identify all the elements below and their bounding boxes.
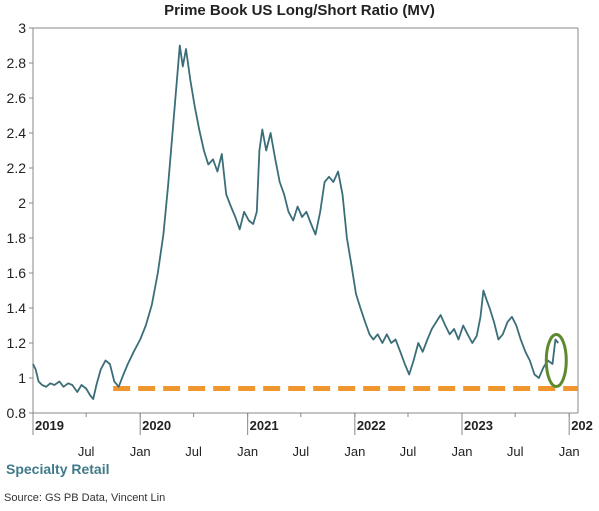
- axis-labels: 3 2.8 2.6 2.4 2.2 2 1.8 1.6 1.4 1.2 1 0.8 2019 2020 20…: [7, 20, 593, 459]
- y-tick-label: 1: [18, 370, 26, 386]
- x-month-label: Jul: [292, 444, 309, 459]
- y-tick-label: 1.6: [7, 265, 27, 281]
- x-year-label: 2022: [357, 418, 386, 433]
- y-tick-label: 1.4: [7, 300, 27, 316]
- x-year-label: 2021: [250, 418, 279, 433]
- series-line: [32, 44, 559, 400]
- x-month-label: Jul: [400, 444, 417, 459]
- y-tick-label: 0.8: [7, 405, 27, 421]
- source-text: Source: GS PB Data, Vincent Lin: [4, 492, 166, 504]
- y-tick-label: 2.8: [7, 55, 27, 71]
- x-month-label: Jul: [507, 444, 524, 459]
- x-month-label: Jan: [559, 444, 580, 459]
- x-year-label: 2019: [35, 418, 64, 433]
- x-month-label: Jul: [185, 444, 202, 459]
- y-tick-label: 1.8: [7, 230, 27, 246]
- y-tick-label: 1.2: [7, 335, 27, 351]
- x-year-label: 2023: [464, 418, 493, 433]
- x-month-label: Jan: [452, 444, 473, 459]
- x-year-label: 2020: [142, 418, 171, 433]
- x-month-label: Jan: [130, 444, 151, 459]
- x-month-label: Jul: [78, 444, 95, 459]
- y-tick-label: 2.4: [7, 125, 27, 141]
- chart-title: Prime Book US Long/Short Ratio (MV): [164, 2, 435, 19]
- axes: [29, 27, 579, 435]
- x-month-label: Jan: [344, 444, 365, 459]
- y-tick-label: 3: [18, 20, 26, 36]
- y-tick-label: 2.2: [7, 160, 27, 176]
- y-tick-label: 2: [18, 195, 26, 211]
- y-tick-label: 2.6: [7, 90, 27, 106]
- highlight-ellipse: [544, 333, 568, 388]
- x-year-label: 202: [571, 418, 593, 433]
- x-month-label: Jan: [237, 444, 258, 459]
- footer-label: Specialty Retail: [6, 461, 110, 477]
- plot-area: [32, 44, 578, 400]
